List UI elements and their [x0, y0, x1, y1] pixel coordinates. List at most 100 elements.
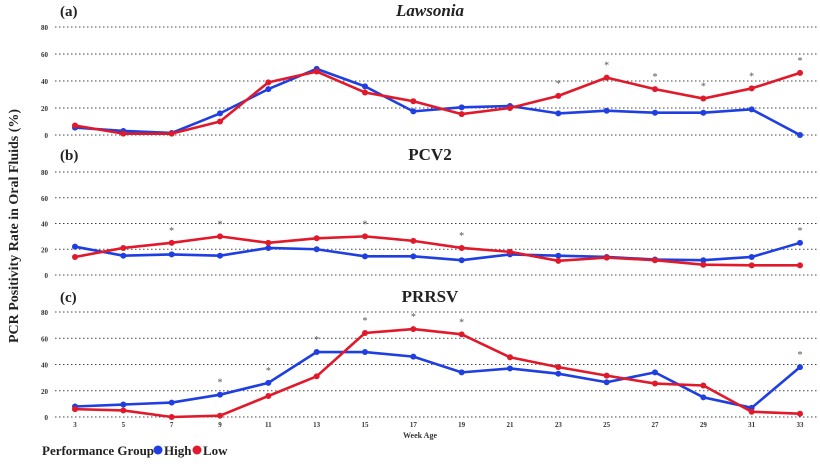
panel-title: PCV2: [408, 145, 451, 164]
y-tick-label: 80: [41, 24, 49, 32]
legend-label-low: Low: [203, 443, 228, 458]
data-point-high: [458, 104, 465, 111]
x-axis-label: Week Age: [403, 431, 437, 440]
data-point-high: [120, 252, 127, 259]
x-tick-label: 33: [797, 421, 805, 429]
x-tick-label: 9: [218, 421, 222, 429]
significance-asterisk: *: [604, 61, 609, 72]
data-point-low: [410, 237, 417, 244]
y-tick-label: 40: [41, 78, 49, 86]
x-tick-label: 23: [555, 421, 563, 429]
data-point-high: [458, 369, 465, 376]
y-tick-label: 60: [41, 335, 49, 343]
data-point-low: [603, 372, 610, 379]
data-point-low: [313, 373, 320, 380]
significance-asterisk: *: [653, 72, 658, 83]
y-tick-label: 0: [45, 414, 49, 422]
data-point-high: [700, 109, 707, 116]
series-line-low: [74, 235, 800, 267]
y-tick-label: 40: [41, 221, 49, 229]
data-point-high: [313, 349, 320, 356]
y-tick-label: 20: [41, 388, 49, 396]
legend-marker-low: [192, 445, 202, 455]
panel-c: (c) PRRSV 0 20 40 60 80 3 5 7 9 11 13 15 17 19 21 23 25 27 2…: [41, 287, 818, 429]
y-tick-label: 80: [41, 169, 49, 177]
data-point-low: [748, 262, 755, 269]
significance-asterisk: *: [218, 378, 223, 389]
data-point-low: [603, 74, 610, 81]
y-tick-label: 60: [41, 51, 49, 59]
data-point-low: [265, 239, 272, 246]
data-point-low: [217, 118, 223, 125]
data-point-low: [120, 244, 127, 251]
x-tick-label: 7: [170, 421, 174, 429]
data-point-low: [458, 331, 465, 338]
data-point-low: [797, 410, 803, 417]
data-point-low: [313, 68, 320, 75]
data-point-low: [458, 244, 465, 251]
legend-marker-high: [153, 445, 163, 455]
data-point-low: [458, 111, 465, 118]
data-point-low: [507, 105, 513, 111]
data-point-high: [410, 108, 417, 115]
data-point-low: [265, 79, 272, 86]
x-tick-label: 15: [362, 421, 370, 429]
data-point-high: [797, 364, 803, 371]
data-point-high: [313, 246, 320, 253]
data-point-low: [700, 382, 707, 389]
data-point-high: [603, 107, 610, 114]
data-point-high: [168, 251, 175, 258]
data-point-low: [168, 130, 175, 137]
x-tick-label: 25: [603, 421, 611, 429]
significance-asterisk: *: [459, 231, 464, 242]
x-tick-label: 27: [652, 421, 660, 429]
y-tick-label: 0: [45, 272, 49, 280]
panel-title: PRRSV: [402, 287, 459, 306]
y-tick-label: 80: [41, 309, 49, 317]
data-point-low: [700, 95, 707, 102]
y-tick-label: 60: [41, 195, 49, 203]
significance-asterisk: *: [556, 79, 561, 90]
panel-b: (b) PCV2 0 20 40 60 80 * * * * *: [41, 145, 818, 280]
x-tick-label: 17: [410, 421, 418, 429]
data-point-high: [652, 109, 658, 116]
series-line-high: [74, 241, 801, 262]
legend-title: Performance Group: [42, 443, 154, 458]
y-tick-label: 40: [41, 362, 49, 370]
series-line-high: [74, 350, 801, 410]
data-point-low: [120, 407, 127, 414]
legend: Performance Group High Low: [42, 443, 228, 458]
data-point-high: [410, 253, 417, 260]
data-point-low: [265, 393, 272, 399]
significance-asterisk: *: [798, 350, 803, 361]
data-point-low: [362, 89, 368, 96]
significance-asterisk: *: [314, 335, 319, 346]
data-point-high: [217, 110, 223, 117]
data-point-high: [265, 379, 272, 386]
data-point-high: [603, 379, 610, 386]
data-point-low: [652, 257, 658, 264]
data-point-low: [748, 408, 755, 415]
data-point-high: [555, 252, 562, 259]
data-point-high: [362, 349, 368, 356]
x-tick-label: 13: [313, 421, 321, 429]
data-point-low: [217, 412, 223, 419]
x-tick-label: 5: [122, 421, 126, 429]
series-line-high: [74, 67, 801, 137]
data-point-low: [168, 414, 175, 420]
data-point-high: [700, 394, 707, 401]
significance-asterisk: *: [749, 71, 754, 82]
y-tick-label: 0: [45, 132, 49, 140]
x-tick-label: 29: [700, 421, 708, 429]
y-tick-label: 20: [41, 246, 49, 254]
significance-asterisk: *: [798, 56, 803, 67]
significance-asterisk: *: [363, 316, 368, 327]
data-point-high: [362, 83, 368, 90]
data-point-low: [410, 98, 417, 105]
series-line-low: [74, 70, 801, 135]
data-point-high: [748, 253, 755, 260]
data-point-low: [120, 130, 127, 137]
data-point-low: [797, 262, 803, 269]
data-point-low: [555, 92, 562, 99]
